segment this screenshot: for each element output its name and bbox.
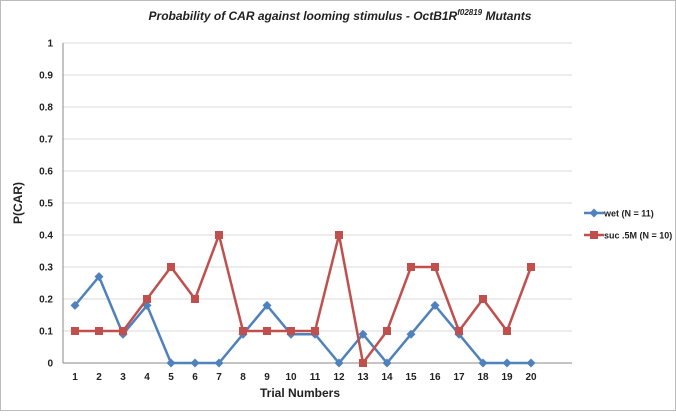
x-tick-label: 8 [240, 372, 246, 383]
data-point [71, 327, 79, 335]
y-tick-label: 0.8 [39, 103, 53, 114]
data-point [95, 327, 103, 335]
data-point [166, 358, 176, 368]
data-point [287, 327, 295, 335]
data-point [455, 327, 463, 335]
y-tick-label: 0.3 [39, 263, 53, 274]
y-tick-label: 0.2 [39, 295, 53, 306]
x-tick-label: 4 [144, 372, 150, 383]
x-tick-label: 7 [216, 372, 222, 383]
title-superscript: f02819 [457, 8, 482, 17]
x-tick-label: 3 [120, 372, 126, 383]
y-tick-label: 1 [47, 39, 53, 50]
data-point [431, 263, 439, 271]
legend-label: wet (N = 11) [603, 209, 654, 219]
data-point [479, 295, 487, 303]
y-axis-label: P(CAR) [11, 182, 25, 224]
data-point [215, 231, 223, 239]
data-point [190, 358, 200, 368]
x-tick-label: 18 [477, 372, 489, 383]
x-tick-label: 5 [168, 372, 174, 383]
legend-marker [589, 208, 599, 218]
data-point [239, 327, 247, 335]
x-tick-label: 12 [333, 372, 345, 383]
x-tick-label: 19 [501, 372, 513, 383]
data-point [119, 327, 127, 335]
data-point [502, 358, 512, 368]
data-point [359, 359, 367, 367]
x-tick-label: 16 [429, 372, 441, 383]
x-tick-label: 9 [264, 372, 270, 383]
x-tick-label: 2 [96, 372, 102, 383]
data-point [191, 295, 199, 303]
data-point [527, 263, 535, 271]
x-tick-label: 10 [285, 372, 297, 383]
data-point [383, 327, 391, 335]
data-point [478, 358, 488, 368]
data-point [358, 329, 368, 339]
y-tick-label: 0.5 [39, 199, 53, 210]
data-point [70, 300, 80, 310]
data-point [94, 272, 104, 282]
data-point [311, 327, 319, 335]
x-tick-label: 13 [357, 372, 369, 383]
data-point [214, 358, 224, 368]
data-point [407, 263, 415, 271]
y-tick-label: 0.4 [39, 231, 53, 242]
y-tick-label: 0 [47, 359, 53, 370]
legend-marker [590, 231, 598, 239]
x-tick-label: 14 [381, 372, 393, 383]
x-axis-label: Trial Numbers [260, 386, 340, 400]
data-point [526, 358, 536, 368]
data-point [335, 231, 343, 239]
x-tick-label: 6 [192, 372, 198, 383]
data-point [430, 300, 440, 310]
data-point [143, 295, 151, 303]
x-tick-label: 17 [453, 372, 465, 383]
data-point [167, 263, 175, 271]
data-point [382, 358, 392, 368]
legend-label: suc .5M (N = 10) [604, 231, 672, 241]
y-tick-label: 0.6 [39, 167, 53, 178]
x-tick-label: 20 [525, 372, 537, 383]
x-tick-label: 1 [72, 372, 78, 383]
data-point [406, 329, 416, 339]
y-tick-label: 0.9 [39, 71, 53, 82]
x-tick-label: 11 [310, 372, 321, 383]
chart-title: Probability of CAR against looming stimu… [149, 8, 532, 23]
data-point [334, 358, 344, 368]
data-point [262, 300, 272, 310]
y-tick-label: 0.7 [39, 135, 53, 146]
title-text: Probability of CAR against looming stimu… [149, 9, 458, 23]
y-tick-label: 0.1 [39, 327, 53, 338]
data-point [263, 327, 271, 335]
x-tick-label: 15 [405, 372, 417, 383]
title-suffix: Mutants [482, 9, 532, 23]
series-line [75, 230, 533, 367]
data-point [503, 327, 511, 335]
